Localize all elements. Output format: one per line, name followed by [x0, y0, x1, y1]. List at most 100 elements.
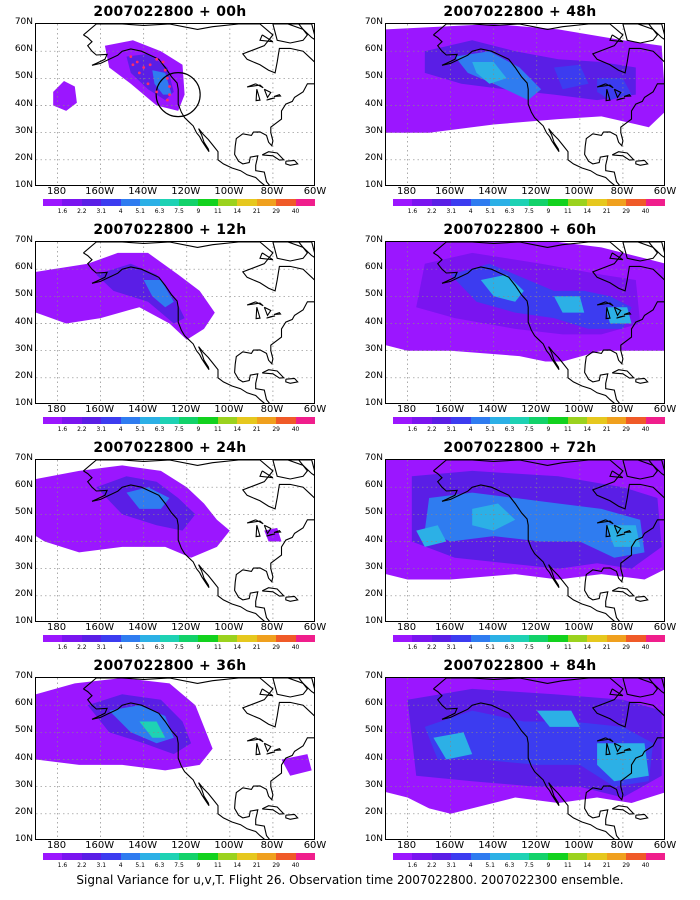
variance-contour [416, 525, 447, 547]
lon-label: 80W [610, 840, 634, 851]
colorbar-swatch [393, 853, 413, 860]
lon-label: 180 [46, 840, 67, 851]
variance-contour [433, 732, 473, 760]
colorbar [393, 635, 666, 642]
lon-label: 100W [564, 186, 594, 197]
variance-map [385, 23, 665, 186]
colorbar-swatch [548, 199, 569, 206]
coastline [246, 519, 264, 525]
colorbar-label: 1.6 [407, 426, 418, 433]
colorbar-label: 21 [252, 862, 261, 869]
lon-label: 120W [521, 186, 551, 197]
colorbar-swatch [101, 853, 122, 860]
coastline [613, 524, 622, 535]
observation-dot [146, 82, 150, 86]
coastline [613, 742, 622, 753]
colorbar-label: 7.5 [174, 426, 184, 433]
lon-label: 120W [521, 622, 551, 633]
coastline [285, 595, 299, 602]
panel-title: 2007022800 + 24h [93, 440, 247, 456]
observation-dot [148, 63, 152, 67]
colorbar-swatch [159, 417, 180, 424]
colorbar-swatch [470, 635, 491, 642]
colorbar-label: 6.3 [504, 862, 515, 869]
colorbar-swatch [490, 417, 511, 424]
colorbar-label: 5.1 [135, 644, 145, 651]
colorbar-swatch [276, 417, 297, 424]
colorbar-swatch [140, 853, 161, 860]
lat-label: 70N [364, 17, 383, 27]
colorbar-swatch [645, 853, 666, 860]
lon-label: 100W [214, 840, 244, 851]
lat-label: 10N [364, 834, 383, 844]
map-svg [386, 242, 664, 403]
coastline [623, 311, 632, 316]
coastline [637, 460, 664, 476]
variance-map [385, 241, 665, 404]
variance-contour [152, 70, 172, 95]
colorbar-swatch [470, 199, 491, 206]
lat-label: 60N [364, 44, 383, 55]
lat-label: 60N [14, 480, 33, 491]
coastline [83, 460, 314, 621]
coastline [596, 83, 614, 89]
lat-label: 60N [14, 262, 33, 273]
coastline [635, 159, 649, 166]
colorbar-label: 3.1 [96, 208, 107, 215]
colorbar-label: 1.6 [407, 862, 418, 869]
colorbar-swatch [626, 853, 647, 860]
lat-label: 50N [364, 725, 383, 736]
lat-label: 60N [364, 698, 383, 709]
colorbar-swatch [256, 199, 277, 206]
lat-label: 50N [364, 289, 383, 300]
colorbar-label: 6.3 [154, 862, 165, 869]
coastline [272, 242, 309, 262]
colorbar-swatch [431, 635, 452, 642]
colorbar-label: 1.6 [57, 426, 68, 433]
lat-label: 10N [14, 834, 33, 844]
variance-contour [281, 754, 312, 776]
colorbar-swatch [256, 417, 277, 424]
colorbar-swatch [295, 199, 316, 206]
colorbar-swatch [393, 417, 413, 424]
colorbar-label: 14 [583, 644, 592, 651]
coastline [611, 369, 635, 379]
coastline [273, 747, 282, 752]
coastline [605, 307, 611, 320]
coastline [613, 306, 622, 317]
coastline [433, 688, 615, 839]
lon-label: 160W [85, 840, 115, 851]
coastline [285, 813, 299, 820]
variance-contour [96, 263, 185, 324]
colorbar-swatch [587, 635, 608, 642]
coastline [616, 97, 626, 101]
lon-label: 120W [521, 840, 551, 851]
colorbar-label: 9 [546, 426, 551, 433]
colorbar-label: 5.1 [135, 208, 145, 215]
colorbar-swatch [567, 635, 588, 642]
colorbar-label: 6.3 [504, 426, 515, 433]
colorbar-swatch [81, 635, 102, 642]
lon-label: 60W [653, 404, 677, 415]
colorbar-swatch [237, 199, 258, 206]
colorbar-label: 40 [291, 644, 300, 651]
colorbar-label: 14 [233, 862, 242, 869]
variance-contour [143, 280, 174, 308]
colorbar-swatch [412, 417, 433, 424]
lon-label: 80W [260, 622, 284, 633]
coastline [622, 242, 659, 262]
colorbar-label: 4 [118, 426, 123, 433]
variance-map [35, 241, 315, 404]
colorbar-label: 3.1 [446, 644, 457, 651]
coastline [622, 678, 659, 698]
colorbar-swatch [101, 635, 122, 642]
colorbar-label: 7.5 [524, 208, 534, 215]
coastline [287, 678, 314, 694]
coastline [255, 525, 261, 538]
lon-label: 140W [128, 622, 158, 633]
colorbar-label: 9 [196, 862, 201, 869]
colorbar-swatch [509, 853, 530, 860]
lon-label: 160W [435, 404, 465, 415]
colorbar-swatch [276, 853, 297, 860]
colorbar-swatch [451, 199, 472, 206]
